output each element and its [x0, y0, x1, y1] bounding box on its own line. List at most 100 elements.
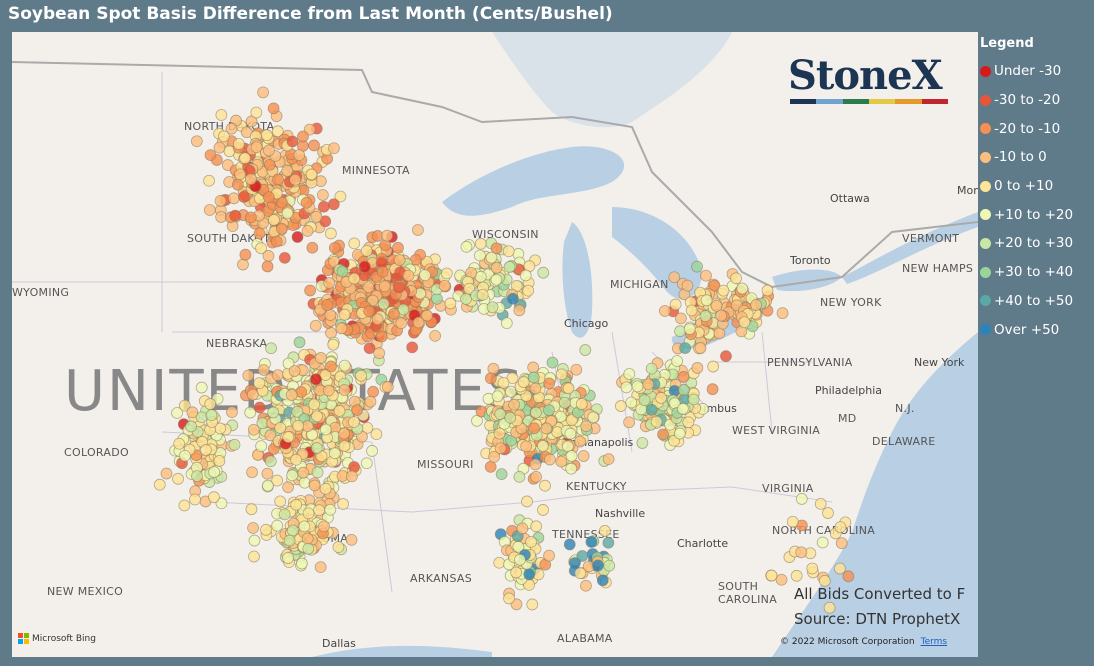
bid-marker[interactable]	[814, 497, 827, 510]
bid-marker[interactable]	[208, 491, 220, 504]
bid-marker[interactable]	[707, 360, 720, 373]
bid-marker[interactable]	[281, 207, 294, 220]
bid-marker[interactable]	[297, 130, 309, 143]
bid-marker[interactable]	[392, 241, 404, 254]
bid-marker[interactable]	[521, 495, 533, 508]
bid-marker[interactable]	[603, 559, 616, 572]
bid-marker[interactable]	[555, 368, 568, 381]
bid-marker[interactable]	[562, 382, 575, 395]
bid-marker[interactable]	[585, 536, 598, 548]
bid-marker[interactable]	[325, 327, 337, 339]
bid-marker[interactable]	[338, 308, 351, 321]
bid-marker[interactable]	[596, 574, 609, 587]
bid-marker[interactable]	[577, 450, 590, 462]
bid-marker[interactable]	[311, 466, 324, 479]
bid-marker[interactable]	[576, 550, 589, 562]
bid-marker[interactable]	[842, 570, 855, 583]
bid-marker[interactable]	[486, 301, 499, 314]
bid-marker[interactable]	[255, 440, 268, 453]
bid-marker[interactable]	[325, 360, 337, 373]
bid-marker[interactable]	[682, 416, 695, 429]
bid-marker[interactable]	[645, 362, 658, 375]
bid-marker[interactable]	[395, 317, 408, 330]
bid-marker[interactable]	[333, 405, 346, 417]
bid-marker[interactable]	[178, 499, 191, 512]
bid-marker[interactable]	[282, 431, 295, 444]
bid-marker[interactable]	[655, 392, 668, 404]
bid-marker[interactable]	[543, 377, 556, 390]
bid-marker[interactable]	[292, 420, 305, 432]
bid-marker[interactable]	[275, 196, 288, 209]
bid-marker[interactable]	[546, 356, 559, 369]
bid-marker[interactable]	[300, 196, 313, 209]
bid-marker[interactable]	[286, 135, 299, 148]
legend-item[interactable]: Over +50	[980, 315, 1073, 344]
bid-marker[interactable]	[327, 338, 340, 351]
bid-marker[interactable]	[195, 381, 208, 394]
bid-marker[interactable]	[720, 350, 732, 363]
bid-marker[interactable]	[818, 574, 831, 587]
bid-marker[interactable]	[474, 249, 486, 262]
bid-marker[interactable]	[706, 383, 719, 396]
bid-marker[interactable]	[620, 381, 633, 394]
bid-marker[interactable]	[526, 598, 539, 611]
bid-marker[interactable]	[795, 546, 808, 559]
bid-marker[interactable]	[189, 493, 201, 506]
bid-marker[interactable]	[267, 102, 280, 115]
bid-marker[interactable]	[506, 372, 519, 384]
bid-marker[interactable]	[375, 330, 388, 343]
bid-marker[interactable]	[699, 310, 712, 322]
bid-marker[interactable]	[305, 168, 318, 181]
bid-marker[interactable]	[262, 191, 275, 203]
bid-marker[interactable]	[318, 520, 330, 533]
bid-marker[interactable]	[795, 493, 808, 505]
bid-marker[interactable]	[555, 455, 568, 468]
bid-marker[interactable]	[565, 450, 578, 462]
bid-marker[interactable]	[476, 288, 489, 301]
bid-marker[interactable]	[790, 569, 803, 582]
bid-marker[interactable]	[321, 299, 334, 311]
bid-marker[interactable]	[484, 372, 497, 385]
bid-marker[interactable]	[529, 382, 542, 395]
bid-marker[interactable]	[364, 395, 377, 408]
bid-marker[interactable]	[245, 503, 258, 516]
bid-marker[interactable]	[191, 470, 203, 483]
bid-marker[interactable]	[205, 409, 218, 422]
bid-marker[interactable]	[313, 504, 325, 517]
bid-marker[interactable]	[631, 380, 644, 393]
bid-marker[interactable]	[673, 427, 686, 440]
bid-marker[interactable]	[574, 567, 587, 580]
bid-marker[interactable]	[225, 122, 238, 135]
bid-marker[interactable]	[297, 466, 310, 479]
bid-marker[interactable]	[592, 559, 604, 572]
bid-marker[interactable]	[199, 444, 212, 456]
bid-marker[interactable]	[328, 241, 341, 254]
bid-marker[interactable]	[234, 168, 246, 181]
bid-marker[interactable]	[360, 245, 373, 257]
bid-marker[interactable]	[285, 389, 298, 401]
bid-marker[interactable]	[570, 363, 583, 376]
bid-marker[interactable]	[683, 323, 696, 335]
bid-marker[interactable]	[730, 272, 742, 285]
bid-marker[interactable]	[233, 138, 245, 150]
bid-marker[interactable]	[271, 474, 284, 487]
bid-marker[interactable]	[806, 562, 819, 575]
bid-marker[interactable]	[253, 401, 266, 414]
bid-marker[interactable]	[523, 568, 536, 581]
bid-marker[interactable]	[290, 453, 303, 466]
bid-marker[interactable]	[244, 406, 257, 419]
bid-marker[interactable]	[302, 542, 315, 555]
bid-marker[interactable]	[685, 304, 698, 317]
bid-marker[interactable]	[335, 322, 348, 335]
bid-marker[interactable]	[598, 525, 611, 537]
bid-marker[interactable]	[710, 299, 723, 312]
bid-marker[interactable]	[261, 467, 274, 480]
bid-marker[interactable]	[491, 390, 504, 403]
bid-marker[interactable]	[536, 440, 549, 452]
bid-marker[interactable]	[362, 281, 375, 294]
bid-marker[interactable]	[257, 364, 270, 376]
bid-marker[interactable]	[261, 479, 274, 492]
bid-marker[interactable]	[625, 396, 638, 409]
bid-marker[interactable]	[636, 437, 649, 449]
bid-marker[interactable]	[528, 422, 540, 435]
